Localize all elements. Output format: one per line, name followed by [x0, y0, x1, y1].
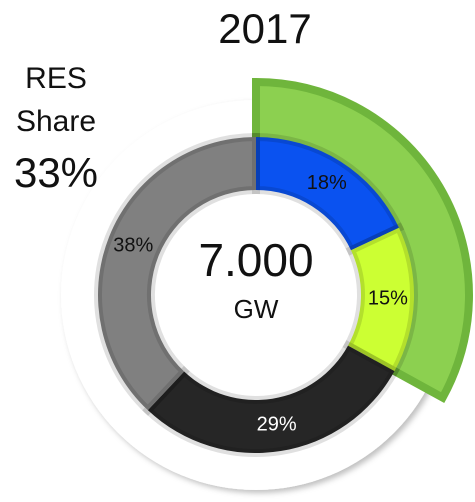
- segment: [94, 132, 260, 416]
- highlight-label: RES: [25, 62, 87, 95]
- data-label: 38%: [113, 235, 153, 257]
- chart-title: 2017: [218, 5, 311, 52]
- center-unit: GW: [234, 294, 279, 324]
- data-label: 18%: [307, 172, 347, 194]
- highlight-value: 33%: [14, 149, 98, 196]
- data-label: 15%: [368, 287, 408, 309]
- segment: [252, 132, 405, 256]
- marks: [94, 77, 473, 457]
- segment: [342, 222, 418, 377]
- center-value: 7.000: [198, 234, 313, 286]
- segment: [142, 340, 400, 457]
- highlight-label: Share: [16, 105, 96, 138]
- data-label: 29%: [257, 414, 297, 436]
